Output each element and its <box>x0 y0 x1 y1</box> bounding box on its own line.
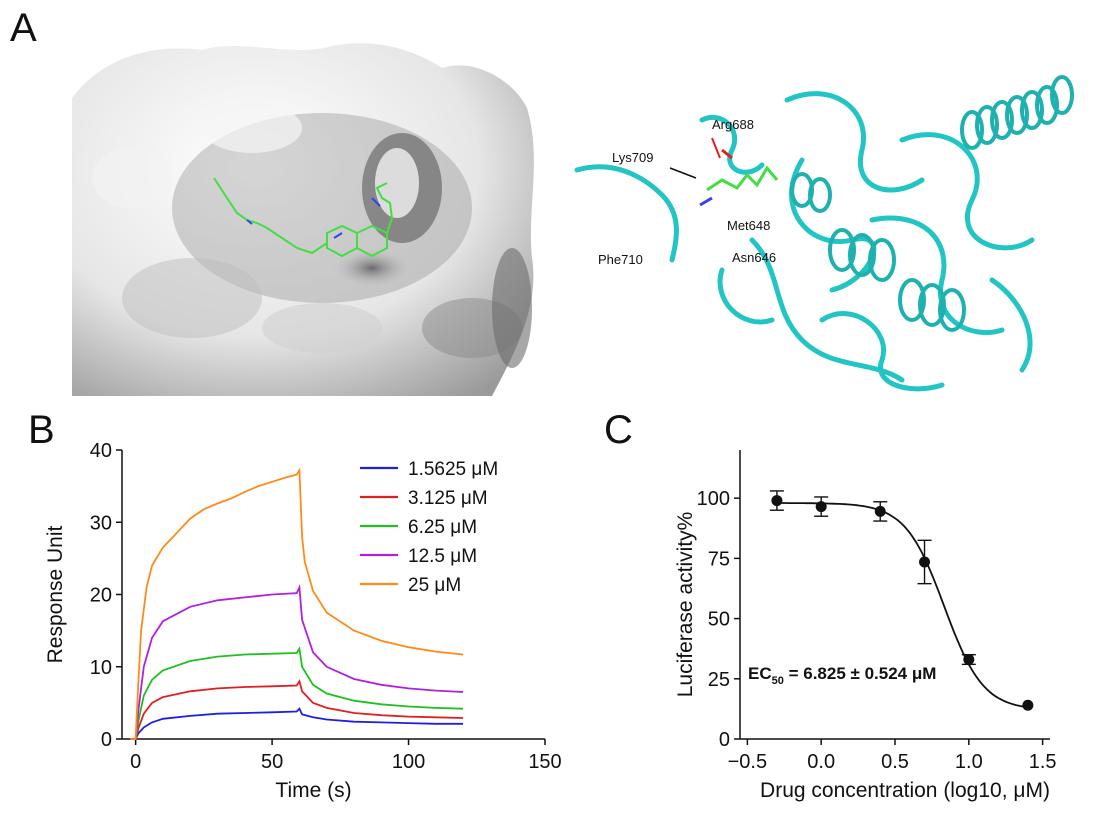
ec50-annotation: EC50 = 6.825 ± 0.524 μM <box>748 664 936 687</box>
residue-label: Phe710 <box>598 252 643 267</box>
x-tick-label: 0.0 <box>807 751 835 773</box>
y-tick-label: 10 <box>90 657 112 679</box>
data-point <box>815 501 827 513</box>
x-tick-label: 1.5 <box>1029 751 1057 773</box>
x-tick-label: 1.0 <box>955 751 983 773</box>
series-line <box>130 707 464 740</box>
legend-label: 1.5625 μM <box>408 459 498 480</box>
x-tick-label: −0.5 <box>728 751 767 773</box>
y-tick-label: 25 <box>708 669 730 691</box>
ribbon-structure-image: Arg688 Lys709 Met648 Phe710 Asn646 <box>572 40 1092 400</box>
residue-label: Arg688 <box>712 117 754 132</box>
data-point <box>1022 699 1034 711</box>
residue-label: Asn646 <box>732 250 776 265</box>
x-tick-label: 0.5 <box>881 751 909 773</box>
series-line <box>130 678 464 740</box>
molecular-surface-image <box>72 38 540 396</box>
x-axis-label: Drug concentration (log10, μM) <box>760 779 1050 802</box>
y-tick-label: 20 <box>90 585 112 607</box>
x-axis-label: Time (s) <box>275 779 351 802</box>
y-tick-label: 30 <box>90 512 112 534</box>
series-line <box>130 467 464 740</box>
residue-label: Lys709 <box>612 150 653 165</box>
x-tick-label: 0 <box>130 751 141 773</box>
residue-label: Met648 <box>727 218 770 233</box>
x-tick-label: 50 <box>261 751 283 773</box>
y-axis-label: Luciferase activity% <box>674 512 697 698</box>
data-point <box>919 556 931 568</box>
y-tick-label: 40 <box>90 440 112 462</box>
dose-response-chart: 0 25 50 75 100 −0.5 0.0 0.5 1.0 1.5 Drug concentra… <box>674 450 1057 802</box>
sensorgram-chart: 0 10 20 30 40 0 50 100 150 Time (s) Response Unit 1… <box>44 440 562 802</box>
legend-label: 25 μM <box>408 575 461 596</box>
legend-label: 3.125 μM <box>408 488 488 509</box>
y-tick-label: 0 <box>719 729 730 751</box>
y-tick-label: 75 <box>708 548 730 570</box>
data-point <box>874 505 886 517</box>
ribbon-backbone <box>574 91 1035 392</box>
helix-bundle <box>790 75 1074 332</box>
binding-site-ligand <box>669 137 779 207</box>
panel-label-b: B <box>28 408 55 452</box>
x-tick-label: 100 <box>392 751 425 773</box>
series-line <box>130 646 464 740</box>
y-axis-label: Response Unit <box>44 525 67 663</box>
data-point <box>963 654 975 666</box>
y-tick-label: 50 <box>708 609 730 631</box>
legend-label: 12.5 μM <box>408 546 477 567</box>
panel-label-c: C <box>604 408 633 452</box>
ligand-stick-model <box>213 177 394 258</box>
legend-label: 6.25 μM <box>408 517 477 538</box>
series-line <box>130 583 464 740</box>
panel-label-a: A <box>10 6 37 50</box>
y-tick-label: 100 <box>697 488 730 510</box>
y-tick-label: 0 <box>101 729 112 751</box>
x-tick-label: 150 <box>528 751 561 773</box>
data-point <box>771 495 783 507</box>
